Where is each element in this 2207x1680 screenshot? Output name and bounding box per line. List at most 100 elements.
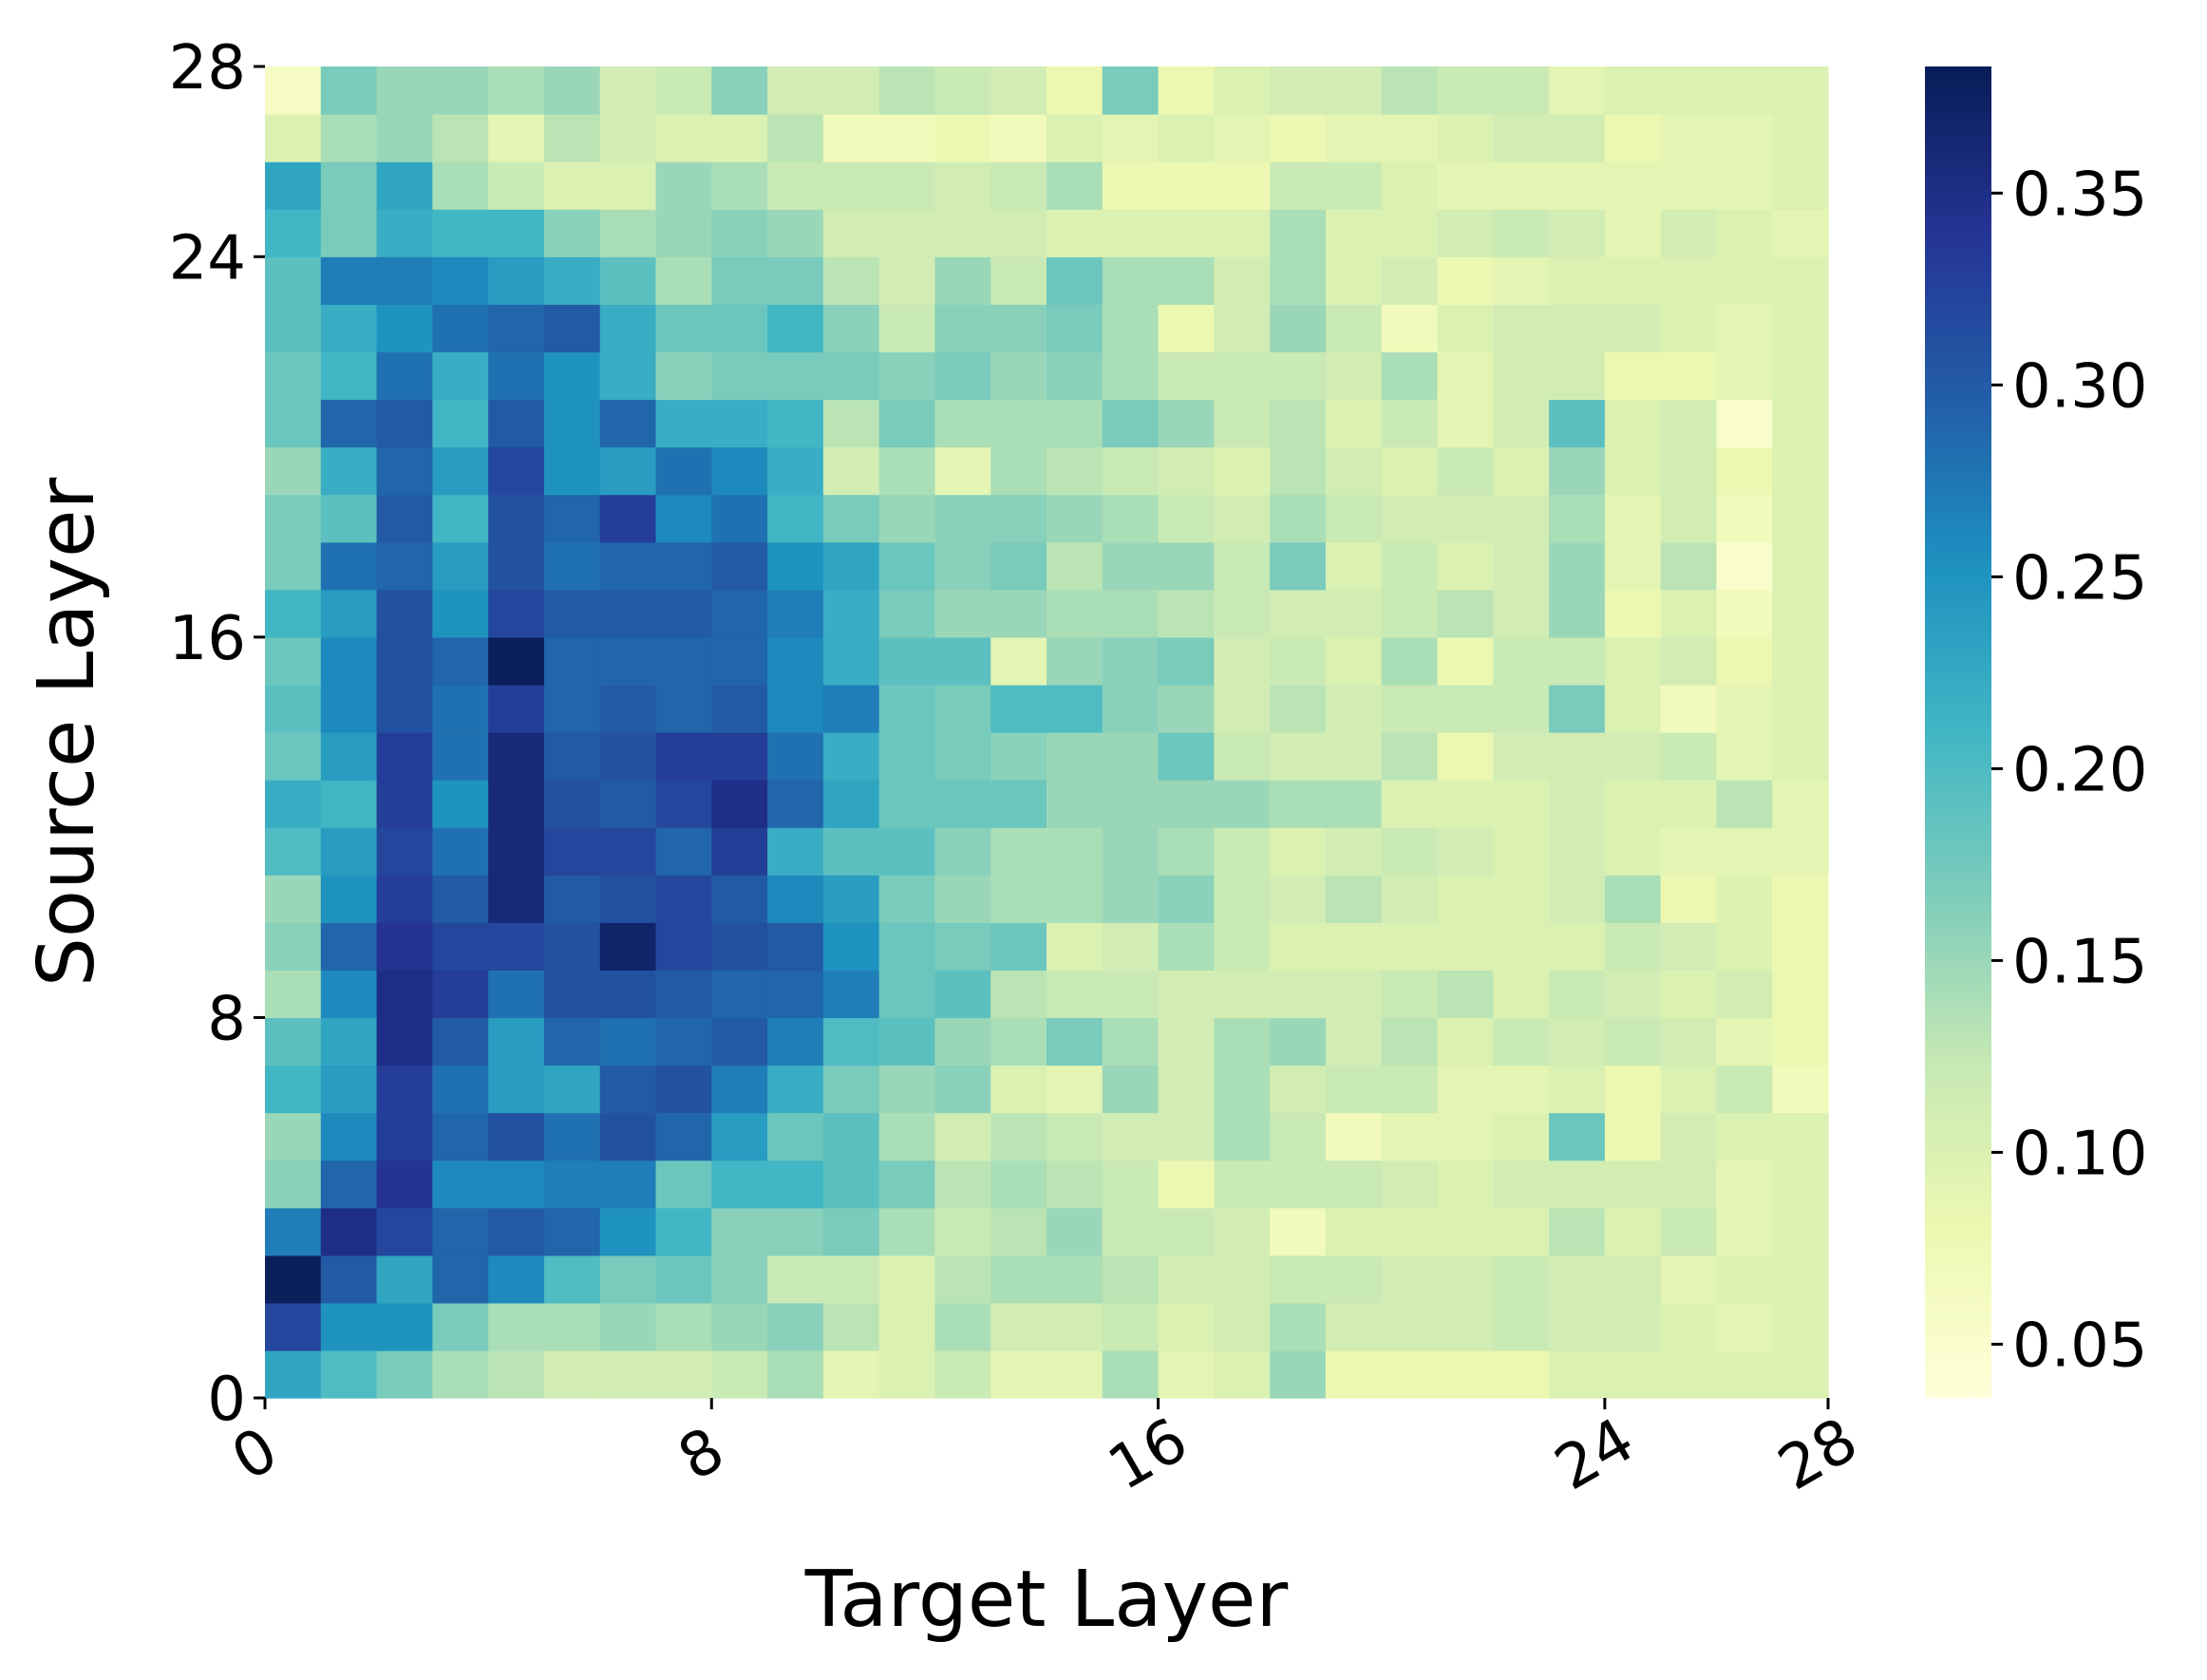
heatmap-cell — [1604, 684, 1662, 733]
heatmap-cell — [1158, 827, 1215, 876]
heatmap-cell — [1493, 1017, 1550, 1067]
heatmap-cell — [990, 494, 1047, 543]
heatmap-cell — [1381, 875, 1439, 923]
heatmap-cell — [822, 446, 880, 496]
heatmap-cell — [432, 1065, 489, 1114]
heatmap-cell — [320, 780, 378, 828]
heatmap-cell — [1214, 256, 1271, 305]
heatmap-cell — [1047, 1255, 1104, 1304]
heatmap-cell — [376, 304, 433, 353]
heatmap-cell — [1437, 1302, 1494, 1351]
heatmap-cell — [1270, 684, 1327, 733]
heatmap-cell — [1214, 922, 1271, 971]
heatmap-cell — [934, 351, 991, 401]
heatmap-cell — [1047, 1302, 1104, 1351]
heatmap-cell — [1381, 1017, 1439, 1067]
heatmap-cell — [655, 1017, 712, 1067]
heatmap-cell — [711, 1017, 768, 1067]
heatmap-cell — [1437, 114, 1494, 162]
heatmap-cell — [265, 589, 322, 638]
heatmap-cell — [599, 1350, 657, 1399]
heatmap-cell — [1493, 1302, 1550, 1351]
heatmap-cell — [488, 541, 545, 591]
heatmap-cell — [1270, 1255, 1327, 1304]
heatmap-cell — [376, 589, 433, 638]
heatmap-cell — [878, 970, 936, 1019]
heatmap-cell — [878, 922, 936, 971]
heatmap-cell — [1493, 541, 1550, 591]
heatmap-cell — [599, 732, 657, 781]
heatmap-cell — [1604, 541, 1662, 591]
heatmap-cell — [1158, 589, 1215, 638]
heatmap-cell — [767, 684, 824, 733]
heatmap-cell — [488, 1065, 545, 1114]
heatmap-cell — [488, 351, 545, 401]
heatmap-cell — [822, 732, 880, 781]
heatmap-cell — [1325, 114, 1383, 162]
heatmap-cell — [1047, 66, 1104, 115]
heatmap-cell — [1660, 304, 1718, 353]
heatmap-cell — [1716, 399, 1773, 448]
heatmap-cell — [1660, 684, 1718, 733]
heatmap-cell — [767, 66, 824, 115]
heatmap-cell — [655, 161, 712, 210]
heatmap-cell — [1660, 494, 1718, 543]
heatmap-cell — [1325, 1065, 1383, 1114]
heatmap-cell — [878, 541, 936, 591]
heatmap-cell — [1604, 161, 1662, 210]
heatmap-cell — [1158, 351, 1215, 401]
heatmap-cell — [1047, 636, 1104, 686]
heatmap-cell — [767, 1017, 824, 1067]
heatmap-cell — [767, 1160, 824, 1209]
heatmap-cell — [822, 827, 880, 876]
heatmap-cell — [265, 1065, 322, 1114]
heatmap-cell — [990, 1112, 1047, 1161]
heatmap-cell — [1549, 1065, 1606, 1114]
heatmap-cell — [1604, 1350, 1662, 1399]
heatmap-cell — [432, 1017, 489, 1067]
heatmap-cell — [711, 1350, 768, 1399]
heatmap-cell — [822, 399, 880, 448]
heatmap-cell — [1325, 970, 1383, 1019]
heatmap-cell — [1047, 922, 1104, 971]
heatmap-cell — [543, 875, 601, 923]
heatmap-cell — [1047, 1160, 1104, 1209]
heatmap-cell — [1270, 922, 1327, 971]
heatmap-cell — [767, 1302, 824, 1351]
heatmap-cell — [1772, 114, 1829, 162]
heatmap-cell — [934, 399, 991, 448]
heatmap-cell — [265, 114, 322, 162]
heatmap-cell — [599, 922, 657, 971]
heatmap-cell — [488, 1255, 545, 1304]
heatmap-cell — [655, 209, 712, 257]
heatmap-cell — [1549, 827, 1606, 876]
heatmap-cell — [1214, 114, 1271, 162]
heatmap-cell — [320, 875, 378, 923]
heatmap-cell — [655, 732, 712, 781]
heatmap-cell — [376, 780, 433, 828]
heatmap-cell — [1270, 1207, 1327, 1256]
heatmap-cell — [1493, 399, 1550, 448]
heatmap-cell — [1381, 304, 1439, 353]
heatmap-cell — [1660, 922, 1718, 971]
heatmap-cell — [878, 1350, 936, 1399]
heatmap-cell — [878, 684, 936, 733]
heatmap-cell — [1102, 970, 1160, 1019]
heatmap-cell — [878, 1255, 936, 1304]
heatmap-cell — [488, 256, 545, 305]
heatmap-cell — [543, 827, 601, 876]
heatmap-cell — [543, 114, 601, 162]
heatmap-cell — [1772, 1207, 1829, 1256]
heatmap-cell — [1604, 114, 1662, 162]
heatmap-cell — [934, 1302, 991, 1351]
heatmap-cell — [1102, 1112, 1160, 1161]
heatmap-cell — [1493, 970, 1550, 1019]
heatmap-cell — [822, 1112, 880, 1161]
heatmap-cell — [1604, 1302, 1662, 1351]
heatmap-cell — [265, 541, 322, 591]
heatmap-cell — [1381, 1255, 1439, 1304]
heatmap-cell — [265, 1112, 322, 1161]
heatmap-cell — [990, 684, 1047, 733]
heatmap-cell — [488, 1350, 545, 1399]
heatmap-cell — [543, 922, 601, 971]
